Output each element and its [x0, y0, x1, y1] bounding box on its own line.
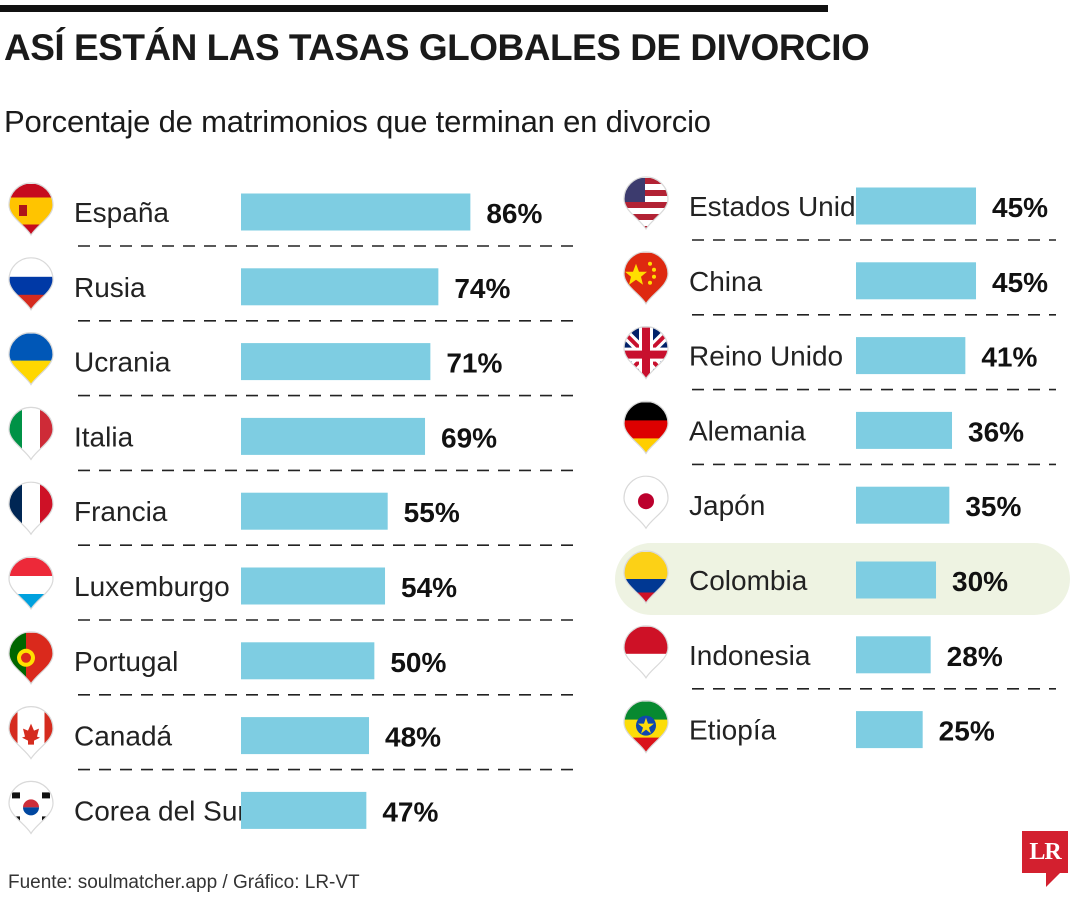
bar-reino-unido — [856, 337, 966, 375]
country-label-canada: Canadá — [74, 721, 173, 752]
bar-francia — [241, 492, 388, 530]
lr-logo: LR — [1022, 831, 1068, 873]
flag-japan-icon — [623, 475, 669, 530]
bar-corea-del-sur — [241, 791, 367, 829]
bar-colombia — [856, 561, 937, 599]
bar-ucrania — [241, 343, 431, 381]
bar-row-ucrania: Ucrania 71% — [8, 332, 503, 386]
bar-luxemburgo — [241, 567, 386, 605]
flag-uk-icon — [623, 326, 669, 380]
flag-luxembourg-icon — [8, 556, 54, 611]
flag-portugal-icon — [8, 631, 54, 685]
value-label-francia: 55% — [404, 497, 460, 528]
country-label-indonesia: Indonesia — [689, 640, 811, 671]
country-label-etiopia: Etiopía — [689, 715, 777, 746]
bar-etiopia — [856, 711, 923, 749]
bar-alemania — [856, 411, 953, 449]
bar-row-alemania: Alemania 36% — [623, 400, 1024, 455]
bar-row-etiopia: Etiopía 25% — [623, 700, 995, 754]
value-label-colombia: 30% — [952, 566, 1008, 597]
country-label-estados-unidos: Estados Unidos — [689, 191, 885, 222]
bar-estados-unidos — [856, 187, 977, 225]
value-label-luxemburgo: 54% — [401, 572, 457, 603]
country-label-reino-unido: Reino Unido — [689, 341, 843, 372]
flag-south-korea-icon — [8, 780, 54, 835]
bar-row-canada: Canadá 48% — [8, 706, 441, 760]
flag-china-icon — [623, 251, 669, 305]
source-note: Fuente: soulmatcher.app / Gráfico: LR-VT — [8, 872, 360, 893]
bar-italia — [241, 417, 426, 455]
flag-france-icon — [8, 481, 54, 536]
bar-row-luxemburgo: Luxemburgo 54% — [8, 556, 457, 611]
bar-row-indonesia: Indonesia 28% — [623, 625, 1003, 679]
bar-portugal — [241, 642, 375, 680]
value-label-rusia: 74% — [454, 273, 510, 304]
flag-germany-icon — [623, 400, 669, 455]
bar-row-estados-unidos: Estados Unidos 45% — [623, 176, 1048, 231]
country-label-luxemburgo: Luxemburgo — [74, 571, 230, 602]
bar-row-corea-del-sur: Corea del Sur 47% — [8, 780, 438, 835]
flag-russia-icon — [8, 257, 54, 311]
value-label-reino-unido: 41% — [981, 342, 1037, 373]
value-label-indonesia: 28% — [947, 641, 1003, 672]
country-label-rusia: Rusia — [74, 272, 146, 303]
flag-spain-icon — [8, 182, 54, 237]
lr-logo-tail — [1046, 873, 1060, 887]
bar-row-italia: Italia 69% — [8, 406, 497, 461]
bar-canada — [241, 717, 370, 755]
value-label-italia: 69% — [441, 422, 497, 453]
country-label-ucrania: Ucrania — [74, 347, 171, 378]
country-label-francia: Francia — [74, 496, 168, 527]
bar-row-china: China 45% — [623, 251, 1048, 305]
flag-ukraine-icon — [8, 332, 54, 386]
chart-subtitle: Porcentaje de matrimonios que terminan e… — [4, 104, 711, 139]
flag-canada-icon — [8, 706, 54, 760]
country-label-colombia: Colombia — [689, 565, 808, 596]
country-label-china: China — [689, 266, 763, 297]
value-label-etiopia: 25% — [939, 716, 995, 747]
bar-row-rusia: Rusia 74% — [8, 257, 511, 311]
bar-indonesia — [856, 636, 931, 674]
country-label-portugal: Portugal — [74, 646, 178, 677]
bar-japon — [856, 486, 950, 524]
value-label-china: 45% — [992, 267, 1048, 298]
top-rule — [0, 5, 828, 12]
value-label-alemania: 36% — [968, 416, 1024, 447]
value-label-espana: 86% — [486, 198, 542, 229]
bar-row-espana: España 86% — [8, 182, 543, 237]
country-label-alemania: Alemania — [689, 415, 806, 446]
bar-row-francia: Francia 55% — [8, 481, 460, 536]
bar-rusia — [241, 268, 439, 306]
bar-row-japon: Japón 35% — [623, 475, 1021, 530]
value-label-ucrania: 71% — [446, 348, 502, 379]
bar-espana — [241, 193, 471, 231]
bar-row-colombia: Colombia 30% — [623, 550, 1008, 605]
value-label-corea-del-sur: 47% — [382, 796, 438, 827]
country-label-italia: Italia — [74, 421, 134, 452]
chart-title: ASÍ ESTÁN LAS TASAS GLOBALES DE DIVORCIO — [4, 27, 870, 68]
country-label-japon: Japón — [689, 490, 765, 521]
bar-china — [856, 262, 977, 300]
flag-indonesia-icon — [623, 625, 669, 679]
bar-row-reino-unido: Reino Unido 41% — [623, 326, 1037, 380]
value-label-estados-unidos: 45% — [992, 192, 1048, 223]
flag-colombia-icon — [623, 550, 669, 605]
flag-italy-icon — [8, 406, 54, 461]
value-label-portugal: 50% — [390, 647, 446, 678]
country-label-espana: España — [74, 197, 169, 228]
country-label-corea-del-sur: Corea del Sur — [74, 795, 247, 826]
highlight-colombia — [615, 543, 1070, 615]
flag-usa-icon — [623, 176, 669, 231]
value-label-japon: 35% — [965, 491, 1021, 522]
value-label-canada: 48% — [385, 722, 441, 753]
bar-row-portugal: Portugal 50% — [8, 631, 446, 685]
flag-ethiopia-icon — [623, 700, 669, 754]
